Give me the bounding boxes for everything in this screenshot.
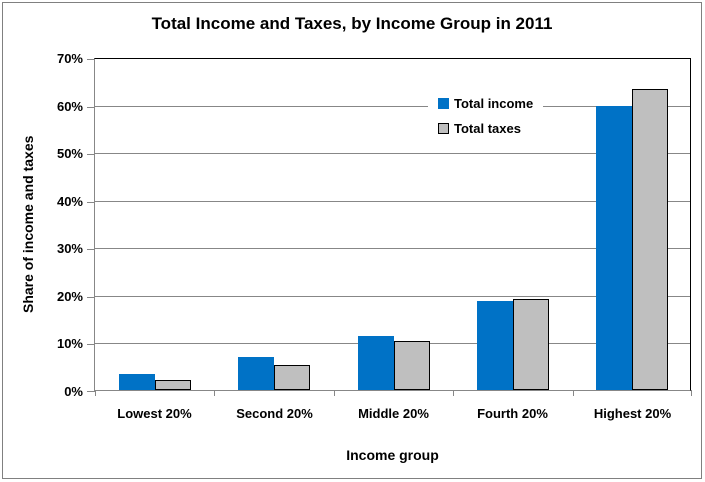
y-tick-label: 50% xyxy=(56,146,83,161)
bar-total-taxes-second-20 xyxy=(274,365,310,390)
x-tick xyxy=(691,390,692,396)
gridline xyxy=(95,248,690,249)
chart-title: Total Income and Taxes, by Income Group … xyxy=(151,14,553,33)
legend-item: Total taxes xyxy=(438,116,533,141)
y-tick xyxy=(87,391,95,392)
y-tick-label: 10% xyxy=(56,336,83,351)
bar-total-income-highest-20 xyxy=(596,106,632,390)
plot-area: 0% 10% 20% 30% 40% 50% 60% 70% Lowest 20% Second … xyxy=(57,51,692,421)
y-tick xyxy=(87,154,95,155)
y-tick-label: 30% xyxy=(56,241,83,256)
bar-total-income-second-20 xyxy=(238,357,274,390)
legend: Total income Total taxes xyxy=(428,88,544,144)
legend-label: Total income xyxy=(454,96,534,111)
x-tick xyxy=(573,390,574,396)
y-tick xyxy=(87,59,95,60)
bar-total-taxes-middle-20 xyxy=(394,341,430,390)
x-tick xyxy=(453,390,454,396)
legend-swatch-total-income xyxy=(438,98,449,109)
bar-total-taxes-lowest-20 xyxy=(155,380,191,390)
y-tick-label: 0% xyxy=(64,384,83,399)
gridline xyxy=(95,201,690,202)
y-tick xyxy=(87,297,95,298)
y-tick-label: 40% xyxy=(56,194,83,209)
x-category-label: Fourth 20% xyxy=(477,406,548,421)
legend-swatch-total-taxes xyxy=(438,123,449,134)
x-category-label: Second 20% xyxy=(236,406,313,421)
bar-total-income-lowest-20 xyxy=(119,374,155,390)
bar-total-income-middle-20 xyxy=(358,336,394,390)
y-tick-label: 70% xyxy=(56,51,83,66)
y-tick xyxy=(87,107,95,108)
bar-total-taxes-fourth-20 xyxy=(513,299,549,390)
y-tick xyxy=(87,249,95,250)
y-tick xyxy=(87,202,95,203)
gridline xyxy=(95,296,690,297)
x-tick xyxy=(95,390,96,396)
y-tick-label: 60% xyxy=(56,99,83,114)
legend-label: Total taxes xyxy=(454,121,521,136)
x-tick xyxy=(334,390,335,396)
legend-item: Total income xyxy=(438,91,533,116)
x-tick xyxy=(214,390,215,396)
x-category-label: Highest 20% xyxy=(593,406,672,421)
x-category-label: Middle 20% xyxy=(358,406,429,421)
x-axis-title: Income group xyxy=(346,447,439,463)
gridline xyxy=(95,106,690,107)
y-tick xyxy=(87,344,95,345)
y-tick-label: 20% xyxy=(56,289,83,304)
gridline xyxy=(95,153,690,154)
bar-total-taxes-highest-20 xyxy=(632,89,668,390)
bar-total-income-fourth-20 xyxy=(477,301,513,390)
x-category-label: Lowest 20% xyxy=(117,406,192,421)
